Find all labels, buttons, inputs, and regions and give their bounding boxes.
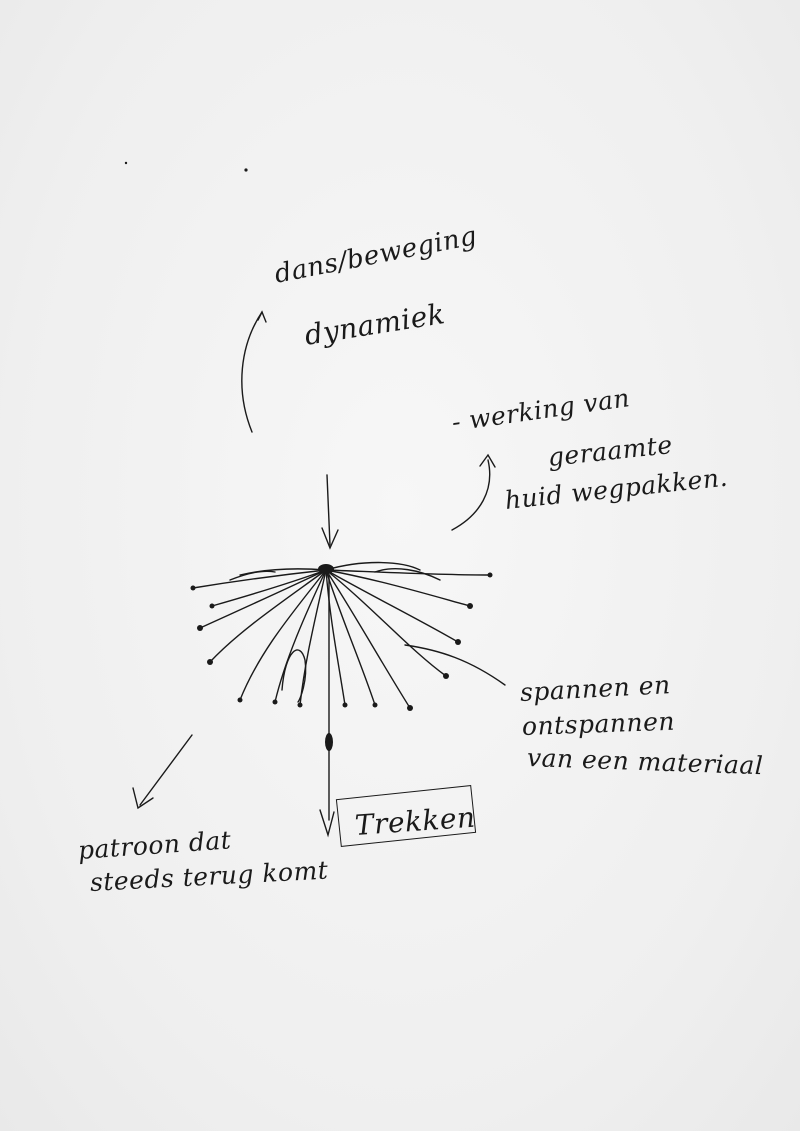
stem-knob [325,733,333,751]
rib-tips [190,572,493,711]
umbrella-flourish-right [374,568,441,581]
note-trekken: Trekken [353,800,477,842]
umbrella-hub [318,564,334,574]
down-arrow-center [326,474,331,546]
curved-arrow-werking [451,459,491,531]
diag-arrow-head-patroon [132,787,154,810]
arrow-head-werking [479,453,496,468]
note-spannen-line1: spannen en [519,670,672,707]
line-spannen [404,644,506,686]
umbrella-loop [281,649,307,703]
umbrella-flourish-left [229,570,276,581]
curved-arrow-dynamics [241,311,263,433]
stem-arrow-head [319,809,335,838]
diag-arrow-patroon [139,734,193,806]
umbrella-ribs [192,561,491,709]
note-spannen-line3: van een materiaal [526,743,764,781]
arrow-head-dynamics [257,310,267,323]
ink-dot-2 [124,161,128,165]
note-spannen-line2: ontspannen [521,706,676,741]
down-arrow-head-center [321,527,339,550]
ink-dot [244,168,248,172]
